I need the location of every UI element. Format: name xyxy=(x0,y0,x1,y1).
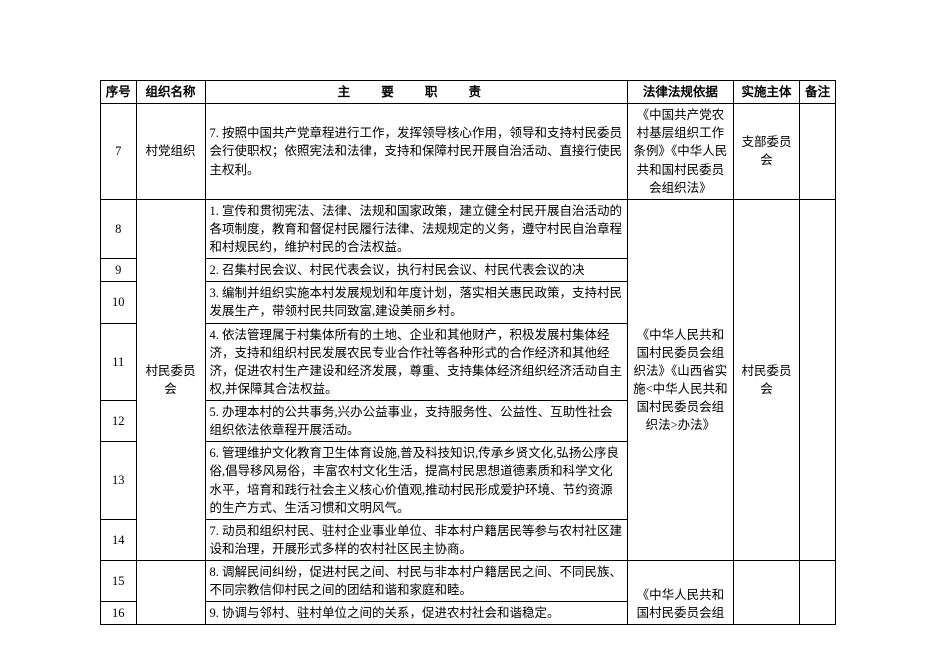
cell-seq: 10 xyxy=(101,282,137,323)
cell-seq: 14 xyxy=(101,519,137,560)
header-seq: 序号 xyxy=(101,81,137,104)
header-note: 备注 xyxy=(800,81,836,104)
table-row: 15 8. 调解民间纠纷，促进村民之间、村民与非本村户籍居民之间、不同民族、不同… xyxy=(101,561,836,602)
cell-org: 村党组织 xyxy=(136,104,205,200)
cell-seq: 16 xyxy=(101,602,137,625)
cell-law-merged2: 《中华人民共和国村民委员会组 xyxy=(628,561,734,625)
cell-seq: 12 xyxy=(101,401,137,442)
table-row: 7 村党组织 7. 按照中国共产党章程进行工作，发挥领导核心作用，领导和支持村民… xyxy=(101,104,836,200)
cell-duty: 5. 办理本村的公共事务,兴办公益事业，支持服务性、公益性、互助性社会组织依法依… xyxy=(205,401,628,442)
cell-subj: 支部委员会 xyxy=(733,104,800,200)
cell-seq: 15 xyxy=(101,561,137,602)
cell-law-merged: 《中华人民共和国村民委员会组织法》《山西省实施<中华人民共和国村民委员会组织法>… xyxy=(628,199,734,560)
cell-duty: 7. 动员和组织村民、驻村企业事业单位、非本村户籍居民等参与农村社区建设和治理，… xyxy=(205,519,628,560)
header-duty: 主 要 职 责 xyxy=(205,81,628,104)
duties-table: 序号 组织名称 主 要 职 责 法律法规依据 实施主体 备注 7 村党组织 7.… xyxy=(100,80,836,625)
cell-org-merged: 村民委员会 xyxy=(136,199,205,560)
cell-duty: 3. 编制并组织实施本村发展规划和年度计划，落实相关惠民政策，支持村民发展生产，… xyxy=(205,282,628,323)
cell-note-merged2 xyxy=(800,561,836,625)
cell-note xyxy=(800,104,836,200)
table-row: 8 村民委员会 1. 宣传和贯彻宪法、法律、法规和国家政策，建立健全村民开展自治… xyxy=(101,199,836,258)
header-subj: 实施主体 xyxy=(733,81,800,104)
header-org: 组织名称 xyxy=(136,81,205,104)
cell-seq: 8 xyxy=(101,199,137,258)
cell-duty: 6. 管理维护文化教育卫生体育设施,普及科技知识,传承乡贤文化,弘扬公序良俗,倡… xyxy=(205,442,628,520)
cell-duty: 7. 按照中国共产党章程进行工作，发挥领导核心作用，领导和支持村民委员会行使职权… xyxy=(205,104,628,200)
header-law: 法律法规依据 xyxy=(628,81,734,104)
cell-duty: 2. 召集村民会议、村民代表会议，执行村民会议、村民代表会议的决 xyxy=(205,259,628,282)
table-container: 序号 组织名称 主 要 职 责 法律法规依据 实施主体 备注 7 村党组织 7.… xyxy=(0,0,936,625)
cell-seq: 9 xyxy=(101,259,137,282)
cell-duty: 1. 宣传和贯彻宪法、法律、法规和国家政策，建立健全村民开展自治活动的各项制度，… xyxy=(205,199,628,258)
cell-duty: 9. 协调与邻村、驻村单位之间的关系，促进农村社会和谐稳定。 xyxy=(205,602,628,625)
cell-org-merged2 xyxy=(136,561,205,625)
cell-note-merged xyxy=(800,199,836,560)
cell-duty: 8. 调解民间纠纷，促进村民之间、村民与非本村户籍居民之间、不同民族、不同宗教信… xyxy=(205,561,628,602)
cell-duty: 4. 依法管理属于村集体所有的土地、企业和其他财产，积极发展村集体经济，支持和组… xyxy=(205,323,628,401)
header-row: 序号 组织名称 主 要 职 责 法律法规依据 实施主体 备注 xyxy=(101,81,836,104)
cell-subj-merged2 xyxy=(733,561,800,625)
cell-law: 《中国共产党农村基层组织工作条例》《中华人民共和国村民委员会组织法》 xyxy=(628,104,734,200)
cell-seq: 13 xyxy=(101,442,137,520)
cell-seq: 11 xyxy=(101,323,137,401)
cell-seq: 7 xyxy=(101,104,137,200)
cell-subj-merged: 村民委员会 xyxy=(733,199,800,560)
